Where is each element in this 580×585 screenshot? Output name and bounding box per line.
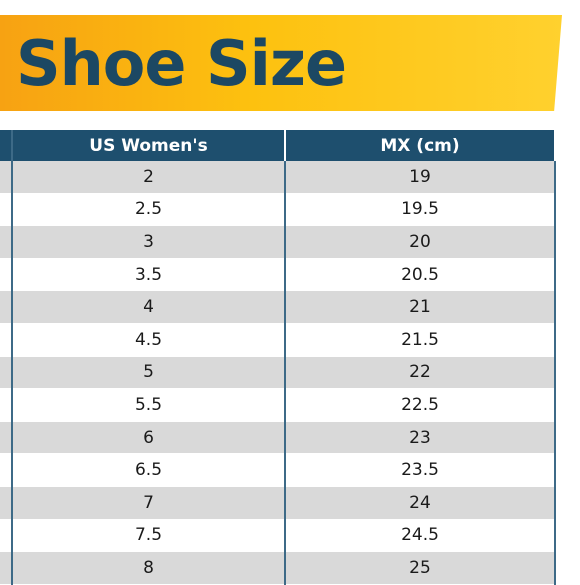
table-row: 6 23 xyxy=(0,421,556,455)
cell-mx-cm: 21.5 xyxy=(285,323,556,357)
table-row: 5 22 xyxy=(0,356,556,390)
row-cell-cropped xyxy=(0,193,13,227)
cell-us-womens: 5.5 xyxy=(12,388,286,422)
row-cell-cropped xyxy=(0,453,13,487)
row-cell-cropped xyxy=(0,356,13,390)
column-header-cropped xyxy=(0,130,13,161)
page-title: Shoe Size xyxy=(16,27,347,100)
table-row: 7.5 24.5 xyxy=(0,519,556,553)
row-cell-cropped xyxy=(0,290,13,324)
cell-mx-cm: 19.5 xyxy=(285,193,556,227)
table-header-row: US Women's MX (cm) xyxy=(0,130,556,161)
cell-us-womens: 2 xyxy=(12,161,286,194)
cell-us-womens: 7.5 xyxy=(12,519,286,553)
cell-mx-cm: 24 xyxy=(285,486,556,520)
cell-us-womens: 5 xyxy=(12,356,286,390)
cell-mx-cm: 19 xyxy=(285,161,556,194)
column-header-us-womens: US Women's xyxy=(12,130,286,161)
table-row: 2.5 19.5 xyxy=(0,193,556,227)
table-row: 8 25 xyxy=(0,551,556,585)
cell-us-womens: 6.5 xyxy=(12,453,286,487)
cell-us-womens: 6 xyxy=(12,421,286,455)
table-row: 3.5 20.5 xyxy=(0,258,556,292)
cell-mx-cm: 25 xyxy=(285,551,556,585)
cell-us-womens: 3 xyxy=(12,225,286,259)
table-row: 6.5 23.5 xyxy=(0,453,556,487)
row-cell-cropped xyxy=(0,519,13,553)
table-row: 4.5 21.5 xyxy=(0,323,556,357)
cell-us-womens: 4 xyxy=(12,290,286,324)
row-cell-cropped xyxy=(0,225,13,259)
table-row: 2 19 xyxy=(0,161,556,194)
cell-us-womens: 4.5 xyxy=(12,323,286,357)
cell-mx-cm: 23.5 xyxy=(285,453,556,487)
cell-mx-cm: 22.5 xyxy=(285,388,556,422)
table-row: 5.5 22.5 xyxy=(0,388,556,422)
table-row: 7 24 xyxy=(0,486,556,520)
cell-mx-cm: 20.5 xyxy=(285,258,556,292)
table-row: 4 21 xyxy=(0,290,556,324)
cell-us-womens: 8 xyxy=(12,551,286,585)
table-body: 2 19 2.5 19.5 3 20 3.5 20.5 4 21 4.5 21.5 5 22 5.5 22.5… xyxy=(0,161,556,585)
row-cell-cropped xyxy=(0,486,13,520)
table-row: 3 20 xyxy=(0,225,556,259)
cell-us-womens: 2.5 xyxy=(12,193,286,227)
cell-mx-cm: 21 xyxy=(285,290,556,324)
cell-us-womens: 7 xyxy=(12,486,286,520)
cell-mx-cm: 22 xyxy=(285,356,556,390)
row-cell-cropped xyxy=(0,323,13,357)
row-cell-cropped xyxy=(0,388,13,422)
column-header-mx-cm: MX (cm) xyxy=(285,130,556,161)
cell-mx-cm: 24.5 xyxy=(285,519,556,553)
row-cell-cropped xyxy=(0,161,13,194)
row-cell-cropped xyxy=(0,551,13,585)
cell-mx-cm: 20 xyxy=(285,225,556,259)
row-cell-cropped xyxy=(0,421,13,455)
cell-mx-cm: 23 xyxy=(285,421,556,455)
title-banner xyxy=(0,15,562,111)
cell-us-womens: 3.5 xyxy=(12,258,286,292)
row-cell-cropped xyxy=(0,258,13,292)
shoe-size-table: US Women's MX (cm) 2 19 2.5 19.5 3 20 3.5 20.5 4… xyxy=(0,130,556,585)
